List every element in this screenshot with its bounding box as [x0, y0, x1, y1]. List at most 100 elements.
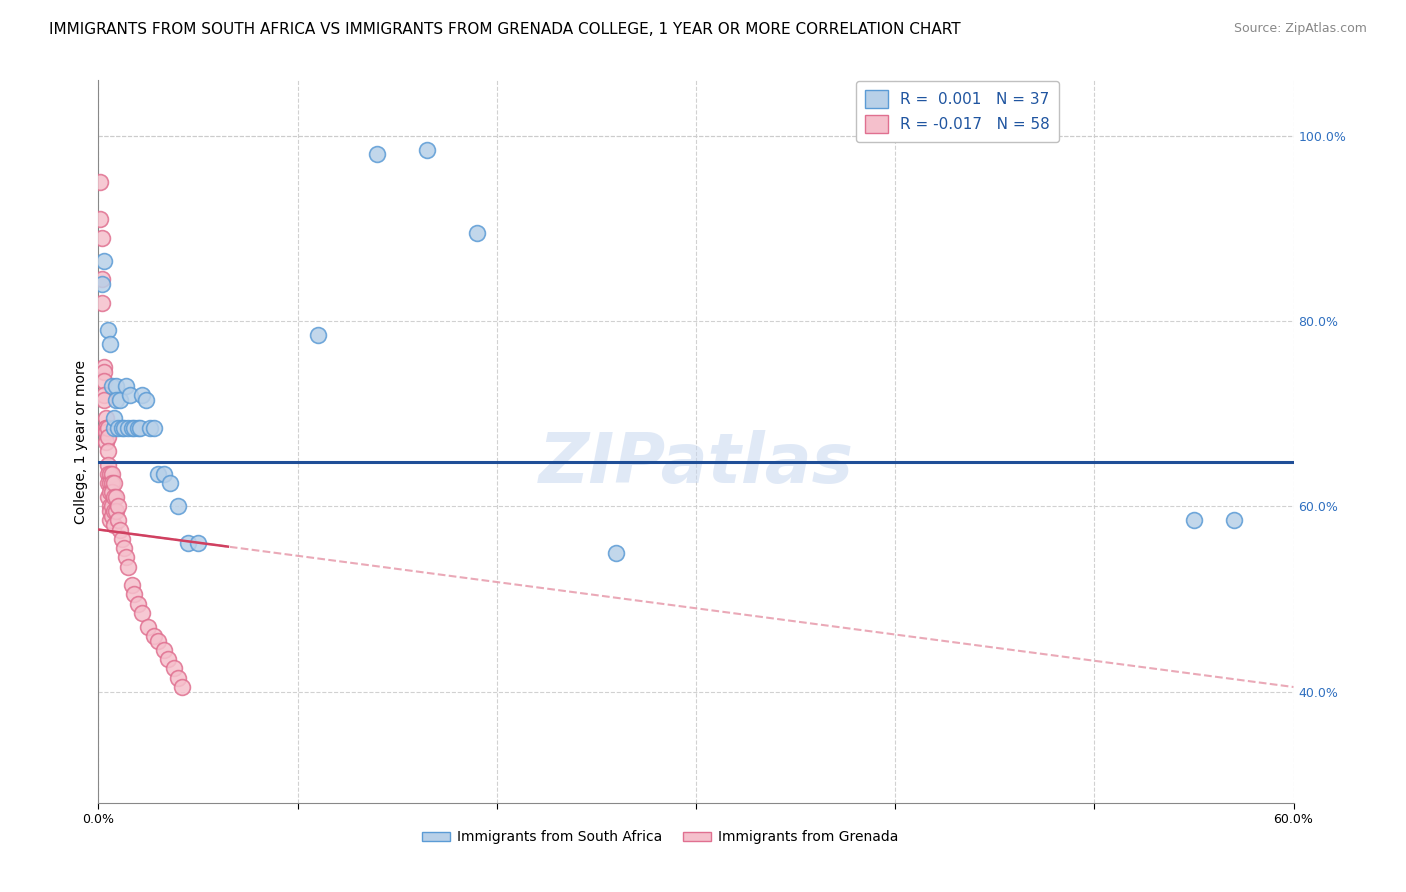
- Point: [129, 420, 152, 434]
- Point: [124, 587, 146, 601]
- Point: [98, 513, 122, 527]
- Point: [89, 175, 111, 189]
- Point: [97, 476, 120, 491]
- Point: [101, 500, 124, 514]
- Point: [115, 379, 138, 393]
- Point: [143, 420, 166, 434]
- Point: [111, 532, 134, 546]
- Point: [103, 411, 125, 425]
- Point: [307, 328, 329, 343]
- Point: [93, 392, 115, 407]
- Point: [91, 277, 114, 291]
- Point: [167, 671, 190, 685]
- Point: [93, 360, 115, 375]
- Point: [96, 425, 118, 440]
- Point: [131, 388, 153, 402]
- Point: [97, 443, 120, 458]
- Point: [93, 254, 115, 268]
- Point: [107, 513, 129, 527]
- Point: [91, 272, 114, 286]
- Text: ZIPatlas: ZIPatlas: [538, 430, 853, 497]
- Point: [97, 420, 120, 434]
- Legend: Immigrants from South Africa, Immigrants from Grenada: Immigrants from South Africa, Immigrants…: [416, 825, 904, 850]
- Point: [98, 485, 122, 500]
- Point: [465, 226, 488, 240]
- Point: [96, 434, 118, 449]
- Point: [96, 411, 118, 425]
- Point: [139, 420, 162, 434]
- Point: [93, 388, 115, 402]
- Point: [148, 633, 170, 648]
- Point: [148, 467, 170, 481]
- Point: [98, 476, 122, 491]
- Point: [105, 379, 128, 393]
- Point: [97, 323, 120, 337]
- Point: [135, 392, 157, 407]
- Point: [187, 536, 209, 550]
- Point: [96, 420, 118, 434]
- Point: [112, 420, 135, 434]
- Point: [105, 392, 128, 407]
- Point: [117, 559, 139, 574]
- Point: [97, 430, 120, 444]
- Y-axis label: College, 1 year or more: College, 1 year or more: [75, 359, 89, 524]
- Point: [98, 500, 122, 514]
- Text: IMMIGRANTS FROM SOUTH AFRICA VS IMMIGRANTS FROM GRENADA COLLEGE, 1 YEAR OR MORE : IMMIGRANTS FROM SOUTH AFRICA VS IMMIGRAN…: [49, 22, 960, 37]
- Point: [93, 365, 115, 379]
- Point: [89, 212, 111, 227]
- Point: [127, 597, 149, 611]
- Point: [97, 467, 120, 481]
- Point: [167, 500, 190, 514]
- Point: [416, 143, 439, 157]
- Point: [103, 420, 125, 434]
- Point: [163, 661, 186, 675]
- Point: [159, 476, 181, 491]
- Point: [366, 147, 388, 161]
- Point: [110, 523, 132, 537]
- Point: [117, 420, 139, 434]
- Point: [112, 541, 135, 555]
- Point: [153, 643, 176, 657]
- Point: [107, 420, 129, 434]
- Point: [97, 490, 120, 504]
- Point: [105, 490, 128, 504]
- Point: [103, 476, 125, 491]
- Point: [91, 295, 114, 310]
- Point: [97, 458, 120, 472]
- Point: [101, 485, 124, 500]
- Point: [98, 467, 122, 481]
- Text: Source: ZipAtlas.com: Source: ZipAtlas.com: [1233, 22, 1367, 36]
- Point: [101, 379, 124, 393]
- Point: [121, 578, 143, 592]
- Point: [136, 620, 159, 634]
- Point: [131, 606, 153, 620]
- Point: [101, 476, 124, 491]
- Point: [143, 629, 166, 643]
- Point: [98, 504, 122, 518]
- Point: [103, 517, 125, 532]
- Point: [157, 652, 180, 666]
- Point: [127, 420, 149, 434]
- Point: [121, 420, 143, 434]
- Point: [172, 680, 194, 694]
- Point: [101, 467, 124, 481]
- Point: [107, 500, 129, 514]
- Point: [124, 420, 146, 434]
- Point: [120, 388, 142, 402]
- Point: [177, 536, 200, 550]
- Point: [91, 231, 114, 245]
- Point: [96, 420, 118, 434]
- Point: [105, 504, 128, 518]
- Point: [110, 392, 132, 407]
- Point: [98, 337, 122, 351]
- Point: [605, 546, 627, 560]
- Point: [101, 508, 124, 523]
- Point: [111, 420, 134, 434]
- Point: [153, 467, 176, 481]
- Point: [1182, 513, 1205, 527]
- Point: [103, 490, 125, 504]
- Point: [93, 375, 115, 389]
- Point: [1223, 513, 1246, 527]
- Point: [103, 504, 125, 518]
- Point: [115, 550, 138, 565]
